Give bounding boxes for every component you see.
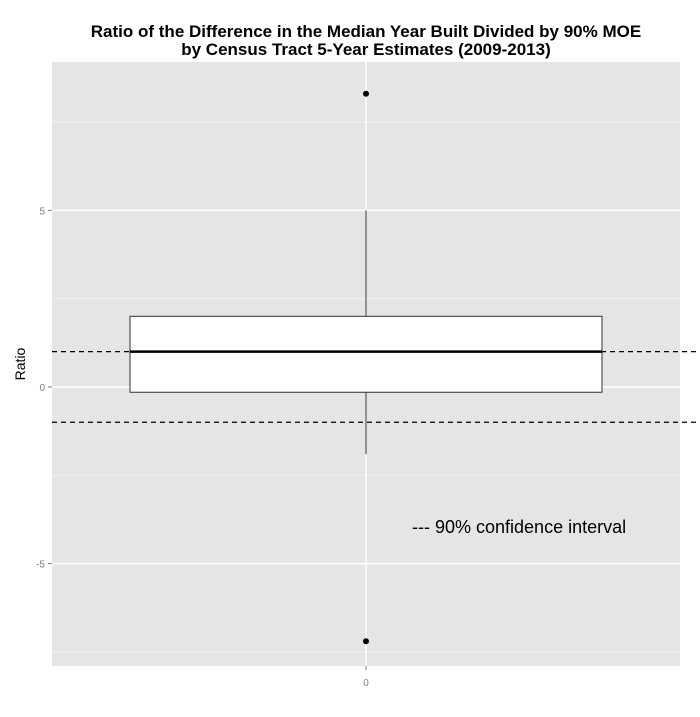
outlier-point [363,90,369,97]
y-tick-label: 0 [39,383,45,394]
confidence-interval-annotation: --- 90% confidence interval [412,517,626,537]
y-tick-label: -5 [36,560,45,571]
y-tick-label: 5 [39,206,45,217]
outlier-point [363,638,369,645]
reference-lines [52,350,700,423]
chart-title-line-2: by Census Tract 5-Year Estimates (2009-2… [181,40,550,59]
y-axis-ticks: -5 0 5 [36,206,52,571]
y-axis-title: Ratio [12,347,28,380]
x-tick-label: 0 [363,678,369,689]
interquartile-box [129,315,603,393]
chart-title-line-1: Ratio of the Difference in the Median Ye… [91,22,641,41]
